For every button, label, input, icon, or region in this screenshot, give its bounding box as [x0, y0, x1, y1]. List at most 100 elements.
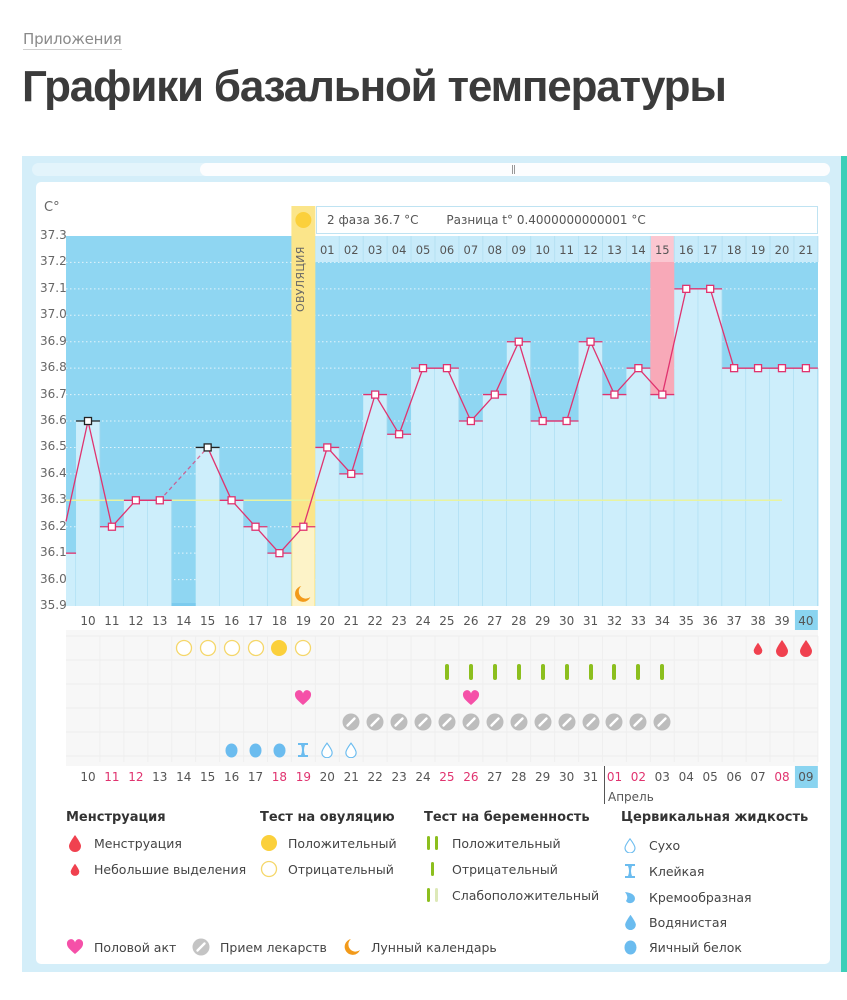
cycle-day-label[interactable]: 14: [176, 614, 192, 628]
pill-icon[interactable]: [363, 712, 387, 732]
date-label[interactable]: 29: [535, 770, 551, 784]
date-label[interactable]: 27: [487, 770, 503, 784]
date-label[interactable]: 22: [367, 770, 383, 784]
horizontal-scrollbar[interactable]: [32, 163, 830, 176]
date-label[interactable]: 08: [774, 770, 790, 784]
date-label[interactable]: 01: [606, 770, 623, 784]
cycle-day-label[interactable]: 20: [319, 614, 335, 628]
cycle-day-label[interactable]: 12: [128, 614, 144, 628]
cycle-day-label[interactable]: 28: [511, 614, 527, 628]
heart-icon[interactable]: [291, 688, 315, 708]
pill-icon[interactable]: [435, 712, 459, 732]
date-label[interactable]: 03: [654, 770, 670, 784]
cycle-day-label[interactable]: 19: [295, 614, 311, 628]
ovulation-test-negative-icon[interactable]: [291, 638, 315, 658]
cycle-day-label[interactable]: 26: [463, 614, 479, 628]
ovulation-test-negative-icon[interactable]: [196, 638, 220, 658]
ovulation-test-positive-icon[interactable]: [267, 638, 291, 658]
cycle-day-label[interactable]: 17: [247, 614, 264, 628]
date-label[interactable]: 14: [176, 770, 192, 784]
date-label[interactable]: 17: [247, 770, 264, 784]
date-label[interactable]: 04: [678, 770, 694, 784]
pill-icon[interactable]: [555, 712, 579, 732]
date-label[interactable]: 24: [415, 770, 431, 784]
date-label[interactable]: 13: [152, 770, 168, 784]
sticky-hourglass-icon[interactable]: [291, 740, 315, 760]
egg-white-icon[interactable]: [267, 740, 291, 760]
dry-drop-icon[interactable]: [315, 740, 339, 760]
cycle-day-label[interactable]: 29: [535, 614, 551, 628]
menstruation-drop-icon[interactable]: [770, 638, 794, 658]
pill-icon[interactable]: [602, 712, 626, 732]
date-label[interactable]: 05: [702, 770, 718, 784]
date-label[interactable]: 06: [726, 770, 742, 784]
cycle-day-label[interactable]: 39: [774, 614, 790, 628]
cycle-day-label[interactable]: 33: [630, 614, 647, 628]
cycle-day-label[interactable]: 30: [558, 614, 575, 628]
cycle-day-label[interactable]: 25: [439, 614, 455, 628]
cycle-day-label[interactable]: 38: [750, 614, 766, 628]
date-label[interactable]: 23: [391, 770, 407, 784]
date-label[interactable]: 10: [80, 770, 96, 784]
date-label[interactable]: 16: [223, 770, 240, 784]
date-label[interactable]: 19: [295, 770, 311, 784]
cycle-day-label[interactable]: 32: [606, 614, 623, 628]
cycle-day-label[interactable]: 16: [223, 614, 240, 628]
date-label[interactable]: 31: [582, 770, 599, 784]
pregnancy-test-negative-icon[interactable]: [435, 662, 459, 682]
date-label[interactable]: 20: [319, 770, 335, 784]
pill-icon[interactable]: [483, 712, 507, 732]
pregnancy-test-negative-icon[interactable]: [650, 662, 674, 682]
pill-icon[interactable]: [531, 712, 555, 732]
egg-white-icon[interactable]: [244, 740, 268, 760]
scrollbar-thumb[interactable]: [200, 163, 830, 176]
pregnancy-test-negative-icon[interactable]: [626, 662, 650, 682]
spotting-drop-icon[interactable]: [746, 638, 770, 658]
cycle-day-label[interactable]: 11: [104, 614, 120, 628]
cycle-day-label[interactable]: 22: [367, 614, 383, 628]
date-label[interactable]: 30: [558, 770, 575, 784]
cycle-day-label[interactable]: 23: [391, 614, 407, 628]
cycle-day-label[interactable]: 31: [582, 614, 599, 628]
heart-icon[interactable]: [459, 688, 483, 708]
date-label[interactable]: 07: [750, 770, 766, 784]
pregnancy-test-negative-icon[interactable]: [602, 662, 626, 682]
menstruation-drop-icon[interactable]: [794, 638, 818, 658]
pregnancy-test-negative-icon[interactable]: [483, 662, 507, 682]
pill-icon[interactable]: [626, 712, 650, 732]
egg-white-icon[interactable]: [220, 740, 244, 760]
pregnancy-test-negative-icon[interactable]: [555, 662, 579, 682]
pill-icon[interactable]: [459, 712, 483, 732]
date-label[interactable]: 18: [271, 770, 288, 784]
cycle-day-label[interactable]: 27: [487, 614, 503, 628]
ovulation-test-negative-icon[interactable]: [220, 638, 244, 658]
pregnancy-test-negative-icon[interactable]: [507, 662, 531, 682]
date-label[interactable]: 21: [343, 770, 359, 784]
pill-icon[interactable]: [387, 712, 411, 732]
pregnancy-test-negative-icon[interactable]: [459, 662, 483, 682]
cycle-day-label[interactable]: 24: [415, 614, 431, 628]
date-label[interactable]: 12: [128, 770, 144, 784]
dry-drop-icon[interactable]: [339, 740, 363, 760]
cycle-day-label[interactable]: 13: [152, 614, 168, 628]
pregnancy-test-negative-icon[interactable]: [579, 662, 603, 682]
cycle-day-label[interactable]: 37: [726, 614, 742, 628]
cycle-day-label[interactable]: 34: [654, 614, 670, 628]
pill-icon[interactable]: [579, 712, 603, 732]
pill-icon[interactable]: [411, 712, 435, 732]
date-label[interactable]: 26: [463, 770, 479, 784]
pill-icon[interactable]: [339, 712, 363, 732]
cycle-day-label[interactable]: 40: [798, 614, 814, 628]
cycle-day-label[interactable]: 35: [678, 614, 694, 628]
date-label[interactable]: 11: [104, 770, 120, 784]
breadcrumb[interactable]: Приложения: [23, 30, 122, 50]
pill-icon[interactable]: [507, 712, 531, 732]
cycle-day-label[interactable]: 21: [343, 614, 359, 628]
pill-icon[interactable]: [650, 712, 674, 732]
date-label[interactable]: 28: [511, 770, 527, 784]
ovulation-test-negative-icon[interactable]: [244, 638, 268, 658]
date-label[interactable]: 02: [630, 770, 647, 784]
ovulation-test-negative-icon[interactable]: [172, 638, 196, 658]
cycle-day-label[interactable]: 36: [702, 614, 718, 628]
cycle-day-label[interactable]: 15: [200, 614, 216, 628]
